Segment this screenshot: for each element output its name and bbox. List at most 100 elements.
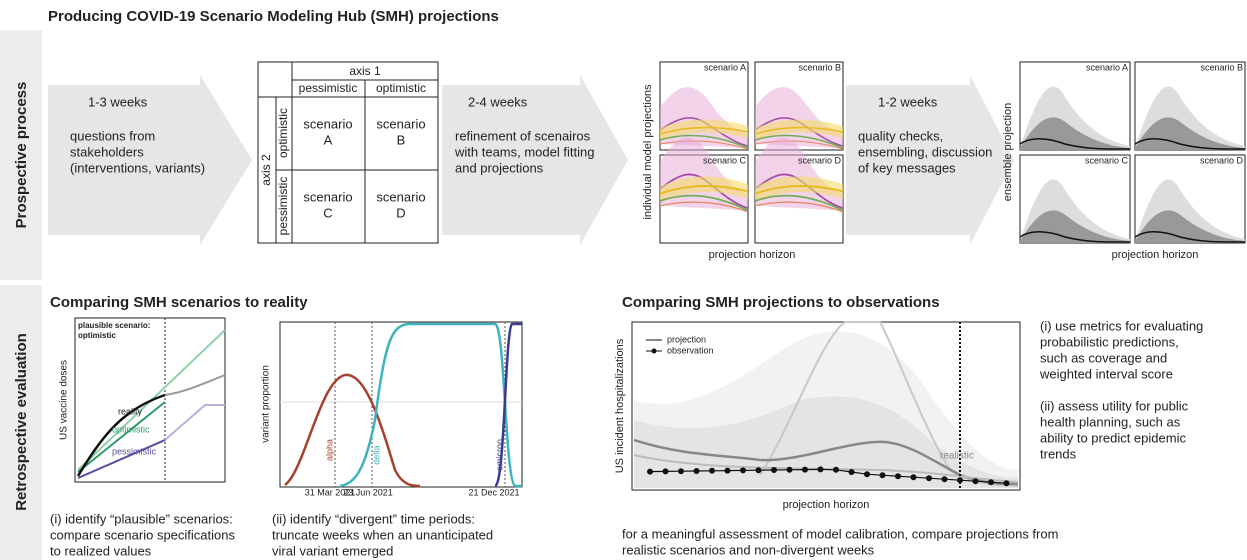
matrix-cell: B [397, 132, 406, 147]
step-text: stakeholders [70, 144, 144, 159]
section-band [0, 285, 42, 560]
observation-point [1003, 480, 1010, 487]
observation-point [786, 466, 793, 473]
observation-point [724, 467, 731, 474]
step-duration: 1-3 weeks [88, 94, 148, 109]
step-text: and projections [455, 160, 544, 175]
observation-point [848, 469, 855, 475]
observation-point [988, 479, 994, 486]
observation-point [879, 472, 886, 479]
matrix-cell: scenario [376, 116, 425, 131]
step-text: with teams, model fitting [454, 144, 594, 159]
section-label: Retrospective evaluation [13, 333, 30, 511]
caption: to realized values [50, 543, 152, 558]
step-text: questions from [70, 128, 155, 143]
observation-point [693, 468, 700, 474]
x-tick-label: 31 Mar 2021 [305, 487, 356, 497]
x-tick-label: 23 Jun 2021 [343, 487, 393, 497]
panel-label: scenario D [798, 155, 842, 165]
step-text: ensembling, discussion [858, 144, 992, 159]
observation-point [755, 467, 762, 474]
panel-label: scenario D [1200, 155, 1244, 165]
panel-label: scenario A [1086, 62, 1128, 72]
ensemble-panels [1019, 61, 1246, 244]
observation-point [678, 468, 684, 475]
matrix-axis: axis 1 [349, 64, 381, 78]
matrix-cell: scenario [303, 189, 352, 204]
variant-plot [279, 321, 523, 488]
plot-note: optimistic [78, 331, 116, 340]
footer-text: for a meaningful assessment of model cal… [622, 526, 1058, 541]
caption: compare scenario specifications [50, 527, 235, 542]
note: such as coverage and [1040, 350, 1167, 365]
curve-label: optimistic [112, 424, 150, 434]
panel-label: scenario C [703, 155, 747, 165]
arrow [48, 75, 252, 245]
scenario-matrix [257, 61, 439, 244]
observation-point [709, 467, 715, 474]
panel-label: scenario A [704, 62, 746, 72]
observation-point [941, 476, 948, 483]
axis-label: projection horizon [1112, 249, 1199, 261]
vaccine-plot [74, 317, 226, 483]
observation-point [740, 467, 746, 474]
arrow [846, 75, 1014, 245]
observation-line [647, 466, 1010, 487]
note: ability to predict epidemic [1040, 430, 1186, 445]
curve-label: delta [371, 445, 381, 465]
matrix-row: pessimistic [276, 177, 290, 236]
observation-point [864, 471, 870, 478]
observation-plot [631, 321, 1021, 491]
curve-label: alpha [324, 439, 334, 461]
observation-point [972, 478, 979, 485]
axis-label: individual model projections [642, 84, 654, 220]
matrix-column: optimistic [376, 81, 426, 95]
footer-text: realistic scenarios and non-divergent we… [622, 542, 875, 557]
legend-label: observation [667, 345, 714, 355]
observation-point [926, 475, 932, 482]
note: (ii) assess utility for public [1040, 398, 1189, 413]
curve-label: omicron [494, 439, 504, 471]
panel-label: scenario B [1200, 62, 1243, 72]
subtitle: Comparing SMH projections to observation… [622, 294, 940, 311]
x-tick-label: 21 Dec 2021 [468, 487, 519, 497]
step-text: of key messages [858, 160, 956, 175]
observation-point [647, 468, 653, 475]
caption: truncate weeks when an unanticipated [272, 527, 493, 542]
observation-point [662, 468, 669, 475]
axis-label: US incident hospitalizations [614, 338, 626, 473]
legend-label: projection [667, 334, 706, 344]
axis-label: variant proportion [261, 365, 272, 443]
individual-panels [659, 61, 844, 244]
step-text: quality checks, [858, 128, 943, 143]
matrix-cell: C [323, 205, 332, 220]
caption: (i) identify “plausible” scenarios: [50, 511, 233, 526]
title: Producing COVID-19 Scenario Modeling Hub… [48, 8, 499, 25]
axis-label: projection horizon [709, 249, 796, 261]
step-duration: 2-4 weeks [468, 94, 528, 109]
section-band [0, 30, 42, 280]
matrix-axis: axis 2 [259, 154, 273, 186]
matrix-row: optimistic [276, 108, 290, 158]
matrix-cell: scenario [303, 116, 352, 131]
note: weighted interval score [1039, 366, 1173, 381]
matrix-column: pessimistic [299, 81, 358, 95]
observation-point [817, 466, 824, 473]
matrix-cell: A [324, 132, 333, 147]
axis-label: projection horizon [783, 499, 870, 511]
caption: (ii) identify “divergent” time periods: [272, 511, 475, 526]
section-label: Prospective process [13, 82, 30, 229]
matrix-cell: scenario [376, 189, 425, 204]
plot-note: plausible scenario: [78, 321, 150, 330]
caption: viral variant emerged [272, 543, 393, 558]
axis-label: ensemble projection [1002, 103, 1014, 201]
axis-label: US vaccine doses [59, 360, 70, 440]
curve-label: realistic [940, 451, 974, 462]
subtitle: Comparing SMH scenarios to reality [50, 294, 308, 311]
matrix-cell: D [396, 205, 405, 220]
curve-label: pessimistic [112, 446, 157, 456]
panel-label: scenario C [1085, 155, 1129, 165]
observation-point [910, 474, 917, 481]
